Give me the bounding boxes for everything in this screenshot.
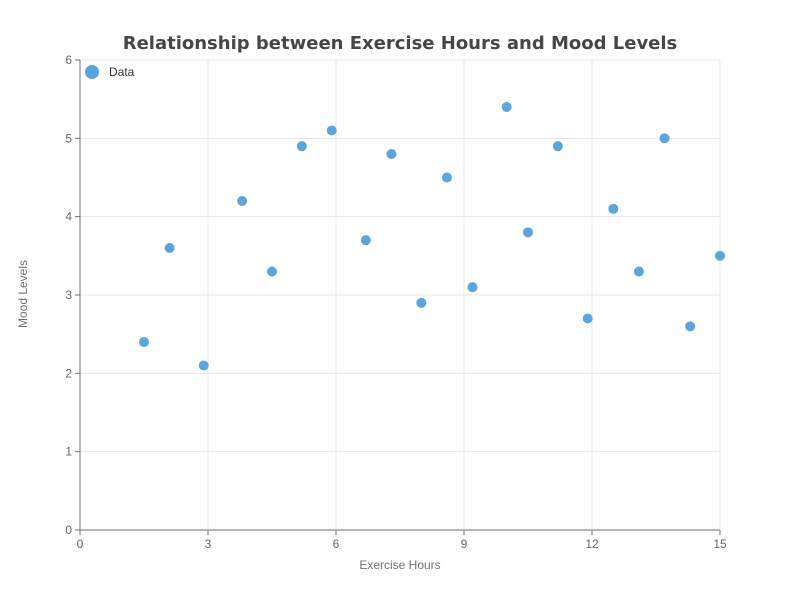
axes [75, 59, 721, 535]
data-point[interactable] [441, 172, 452, 183]
data-point[interactable] [296, 141, 307, 152]
y-tick-label: 0 [65, 523, 72, 537]
y-tick-label: 3 [65, 288, 72, 302]
y-tick-label: 5 [65, 131, 72, 145]
data-point[interactable] [715, 250, 725, 261]
data-point[interactable] [237, 196, 248, 206]
x-tick-label: 12 [585, 537, 599, 551]
data-point[interactable] [326, 125, 337, 136]
y-tick-label: 4 [65, 210, 72, 224]
legend-label[interactable]: Data [109, 65, 135, 79]
y-tick-label: 2 [65, 366, 72, 380]
data-point[interactable] [523, 227, 533, 238]
data-point[interactable] [633, 266, 644, 277]
data-point[interactable] [685, 321, 696, 332]
y-tick-label: 6 [65, 53, 72, 67]
data-point[interactable] [164, 243, 175, 253]
data-point[interactable] [267, 266, 277, 277]
data-point[interactable] [139, 337, 149, 347]
data-point[interactable] [501, 102, 512, 112]
data-point[interactable] [582, 313, 593, 324]
x-tick-label: 9 [461, 537, 468, 551]
x-tick-label: 15 [713, 537, 727, 551]
x-tick-label: 6 [333, 537, 340, 551]
x-axis-title: Exercise Hours [359, 558, 440, 572]
data-point[interactable] [552, 141, 563, 152]
x-tick-label: 3 [205, 537, 212, 551]
grid [80, 59, 721, 530]
legend-marker[interactable] [85, 65, 99, 79]
data-point[interactable] [198, 360, 209, 371]
data-point[interactable] [659, 133, 670, 144]
data-point[interactable] [416, 297, 427, 308]
y-tick-label: 1 [65, 445, 72, 459]
y-axis-title: Mood Levels [16, 260, 30, 328]
data-point[interactable] [467, 282, 478, 293]
data-point[interactable] [386, 149, 397, 159]
x-tick-label: 0 [77, 537, 84, 551]
legend[interactable]: Data [85, 65, 135, 79]
chart-title: Relationship between Exercise Hours and … [123, 33, 678, 54]
data-point[interactable] [608, 203, 619, 214]
data-point[interactable] [360, 235, 371, 246]
data-points [139, 102, 725, 371]
